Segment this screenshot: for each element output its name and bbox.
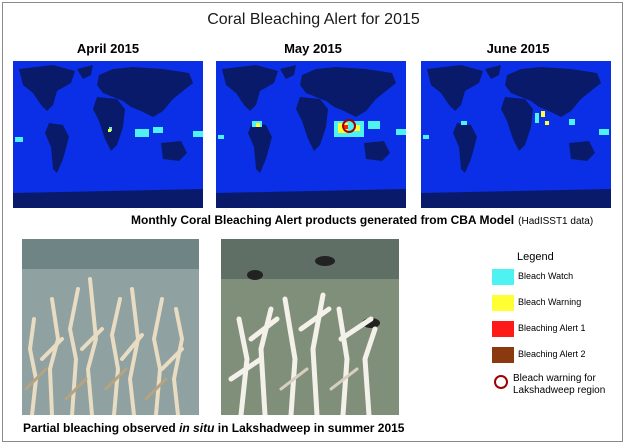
legend-swatch-bleaching-alert-2 [492,347,514,363]
legend-swatch-bleaching-alert-1 [492,321,514,337]
map-june [421,61,611,208]
coral-photo-2 [221,239,399,415]
map-may [216,61,406,208]
map-label-may: May 2015 [284,41,342,56]
maps-caption-source: (HadISST1 data) [518,216,594,227]
lakshadweep-marker-may [342,119,356,133]
map-label-june: June 2015 [486,41,550,56]
figure-title: Coral Bleaching Alert for 2015 [207,11,420,28]
photos-caption-pre: Partial bleaching observed [23,421,180,435]
maps-caption: Monthly Coral Bleaching Alert products g… [131,213,593,227]
world-map-may [216,65,406,208]
legend-marker-ring-icon [494,375,508,389]
legend-label-bleaching-alert-1: Bleaching Alert 1 [518,323,586,333]
legend-label-bleach-warning: Bleach Warning [518,297,582,307]
world-map-june [421,65,611,208]
coral-photo-2-image [221,239,399,415]
legend-label-bleach-watch: Bleach Watch [518,271,574,281]
photos-caption-post: in Lakshadweep in summer 2015 [214,421,405,435]
maps-caption-text: Monthly Coral Bleaching Alert products g… [131,213,515,227]
legend-marker-label: Bleach warning for Lakshadweep region [513,373,606,396]
legend-swatch-bleach-warning [492,295,514,311]
coral-photo-1 [22,239,199,415]
legend-title: Legend [517,251,554,263]
legend-label-bleaching-alert-2: Bleaching Alert 2 [518,349,586,359]
photos-caption: Partial bleaching observed in situ in La… [23,421,404,435]
map-label-april: April 2015 [76,41,140,56]
coral-photo-1-image [22,239,199,415]
map-april [13,61,203,208]
photos-caption-italic: in situ [179,421,215,435]
world-map-april [13,65,203,208]
legend-swatch-bleach-watch [492,269,514,285]
